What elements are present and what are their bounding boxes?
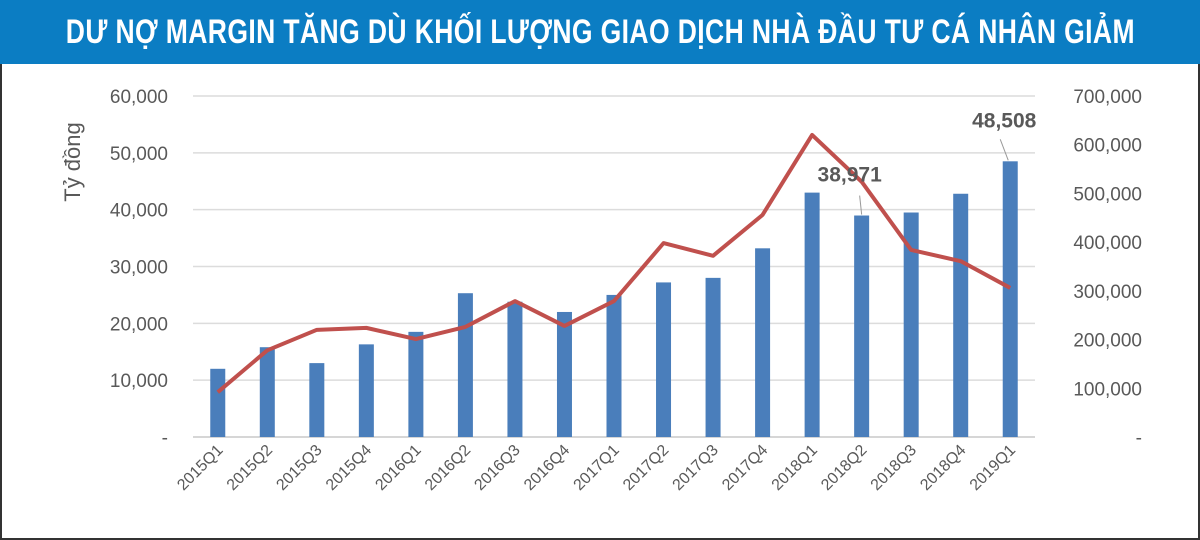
data-label: 38,971 — [818, 164, 883, 187]
x-tick-label: 2016Q1 — [372, 442, 424, 494]
x-tick-label: 2018Q1 — [769, 442, 821, 494]
data-label: 48,508 — [972, 109, 1037, 132]
x-tick-label: 2015Q1 — [174, 442, 226, 494]
bar-2018Q3 — [903, 212, 919, 437]
x-tick-label: 2019Q1 — [967, 442, 1019, 494]
data-label-leader — [859, 195, 863, 215]
x-tick-label: 2018Q2 — [818, 442, 870, 494]
bar-2018Q2 — [854, 215, 870, 437]
bar-2019Q1 — [1002, 161, 1018, 437]
right-tick-label: 500,000 — [1073, 184, 1142, 205]
left-tick-label: 40,000 — [110, 201, 168, 222]
right-tick-label: 600,000 — [1073, 136, 1142, 157]
right-tick-label: 700,000 — [1073, 87, 1142, 108]
chart-title: DƯ NỢ MARGIN TĂNG DÙ KHỐI LƯỢNG GIAO DỊC… — [65, 12, 1135, 51]
left-tick-label: 20,000 — [110, 314, 168, 335]
right-tick-label: 400,000 — [1073, 233, 1142, 254]
x-tick-label: 2017Q2 — [620, 442, 672, 494]
right-tick-label: - — [1136, 428, 1142, 449]
data-label-leader — [999, 139, 1009, 161]
bar-2018Q1 — [804, 192, 820, 437]
left-tick-label: 30,000 — [110, 258, 168, 279]
bar-2015Q3 — [309, 363, 325, 437]
left-tick-label: 50,000 — [110, 144, 168, 165]
x-tick-label: 2015Q3 — [273, 442, 325, 494]
left-tick-label: - — [162, 428, 168, 449]
x-tick-label: 2015Q2 — [224, 442, 276, 494]
left-tick-label: 10,000 — [110, 371, 168, 392]
right-tick-label: 100,000 — [1073, 379, 1142, 400]
x-tick-label: 2016Q3 — [471, 442, 523, 494]
bar-2017Q2 — [656, 282, 672, 437]
x-tick-label: 2016Q4 — [521, 442, 573, 494]
left-tick-label: 60,000 — [110, 87, 168, 108]
bar-2015Q1 — [210, 368, 226, 437]
bar-2018Q4 — [953, 193, 969, 437]
bar-2015Q2 — [259, 347, 275, 437]
x-tick-label: 2018Q4 — [917, 442, 969, 494]
bar-2016Q2 — [457, 293, 473, 437]
x-tick-label: 2017Q4 — [719, 442, 771, 494]
right-tick-label: 300,000 — [1073, 282, 1142, 303]
x-tick-label: 2017Q1 — [571, 442, 623, 494]
x-tick-label: 2016Q2 — [422, 442, 474, 494]
x-tick-label: 2015Q4 — [323, 442, 375, 494]
y-axis-label: Tỷ đồng — [60, 122, 85, 202]
bar-2017Q3 — [705, 277, 721, 437]
x-tick-label: 2017Q3 — [670, 442, 722, 494]
right-tick-label: 200,000 — [1073, 331, 1142, 352]
bar-2016Q3 — [507, 301, 523, 437]
x-tick-label: 2018Q3 — [868, 442, 920, 494]
bar-2016Q4 — [556, 311, 572, 437]
title-bar: DƯ NỢ MARGIN TĂNG DÙ KHỐI LƯỢNG GIAO DỊC… — [0, 0, 1200, 64]
bar-2017Q1 — [606, 294, 622, 437]
bar-2016Q1 — [408, 331, 424, 437]
bar-2017Q4 — [755, 248, 771, 437]
bar-2015Q4 — [358, 344, 374, 437]
